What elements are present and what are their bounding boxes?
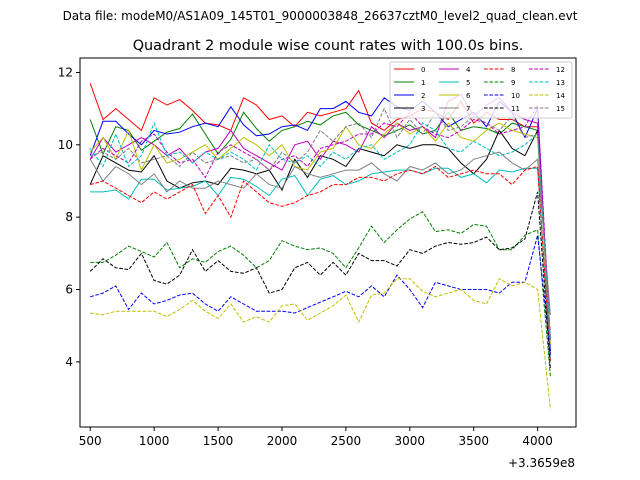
x-offset-label: +3.3659e8 (508, 456, 575, 470)
legend-label-10: 10 (511, 92, 520, 100)
y-tick-label: 10 (58, 138, 73, 152)
x-tick-label: 1500 (203, 434, 234, 448)
series-line-5 (90, 167, 551, 359)
legend-label-0: 0 (421, 66, 425, 74)
series-line-14 (90, 278, 551, 409)
legend-box (389, 61, 573, 119)
legend-label-12: 12 (556, 66, 565, 74)
legend-label-15: 15 (556, 105, 565, 113)
y-tick-label: 12 (58, 65, 73, 79)
y-tick-label: 6 (65, 283, 73, 297)
figure-suptitle: Data file: modeM0/AS1A09_145T01_90000038… (63, 9, 578, 23)
y-tick-label: 4 (65, 355, 73, 369)
legend-label-14: 14 (556, 92, 565, 100)
x-tick-label: 4000 (522, 434, 553, 448)
series-line-10 (90, 235, 551, 355)
x-tick-label: 2000 (267, 434, 298, 448)
legend-label-9: 9 (511, 79, 515, 87)
legend-label-6: 6 (466, 92, 471, 100)
legend-label-5: 5 (466, 79, 470, 87)
legend-label-8: 8 (511, 66, 515, 74)
series-line-8 (90, 165, 551, 362)
x-tick-label: 2500 (331, 434, 362, 448)
legend-label-2: 2 (421, 92, 425, 100)
series-line-9 (90, 211, 551, 377)
legend-label-11: 11 (511, 105, 520, 113)
x-tick-label: 500 (79, 434, 102, 448)
y-tick-label: 8 (65, 210, 73, 224)
legend-label-7: 7 (466, 105, 470, 113)
legend-label-4: 4 (466, 66, 471, 74)
legend-label-13: 13 (556, 79, 565, 87)
x-tick-label: 3000 (395, 434, 426, 448)
x-tick-label: 1000 (139, 434, 170, 448)
legend-label-3: 3 (421, 105, 425, 113)
series-line-0 (89, 83, 551, 355)
series-line-7 (89, 151, 551, 315)
axes-frame (79, 57, 577, 428)
series-line-1 (89, 111, 551, 341)
x-tick-label: 3500 (458, 434, 489, 448)
series-line-12 (89, 103, 551, 341)
chart-title: Quadrant 2 module wise count rates with … (133, 38, 524, 54)
legend-label-1: 1 (421, 79, 425, 87)
series-line-13 (89, 121, 551, 341)
